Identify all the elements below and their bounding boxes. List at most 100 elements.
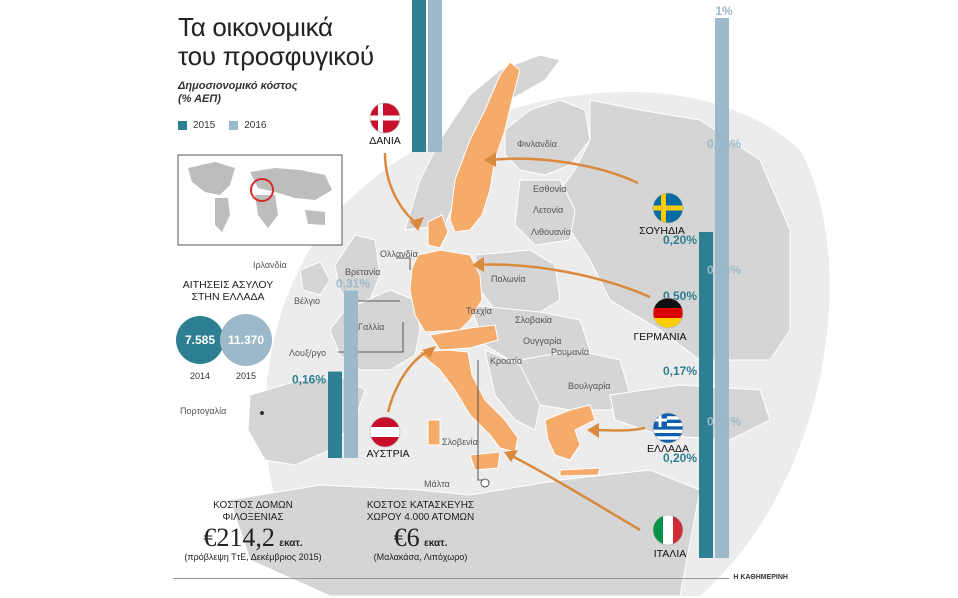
asylum-title-line-2: ΣΤΗΝ ΕΛΛΑΔΑ [191, 291, 265, 303]
bar-group-greece: 0,17% 0,33% ΕΛΛΑΔΑ [647, 263, 741, 455]
housing-cost-block: ΚΟΣΤΟΣ ΔΟΜΩΝ ΦΙΛΟΞΕΝΙΑΣ €214,2 εκατ. (πρ… [168, 500, 338, 563]
asylum-2015-circle [220, 314, 272, 366]
bar-2016-italy [715, 428, 729, 558]
title-line-1: Τα οικονομικά [178, 12, 333, 42]
label-finland: Φινλανδία [517, 139, 557, 149]
asylum-title: ΑΙΤΗΣΕΙΣ ΑΣΥΛΟΥ ΣΤΗΝ ΕΛΛΑΔΑ [178, 279, 278, 303]
bar-2015-greece [699, 363, 713, 455]
bar-2015-austria [328, 371, 342, 458]
place-labels: Φινλανδία Εσθονία Λετονία Λιθουανία Πολω… [180, 139, 610, 489]
bar-2015-denmark [412, 0, 426, 152]
construction-unit: εκατ. [424, 538, 448, 549]
country-name-germany: ΓΕΡΜΑΝΙΑ [633, 331, 686, 343]
page-title: Τα οικονομικά του προσφυγικού [178, 13, 374, 71]
asylum-2015-value: 11.370 [228, 333, 264, 347]
label-estonia: Εσθονία [533, 184, 566, 194]
flag-austria-icon [369, 416, 401, 448]
legend-label-2016: 2016 [244, 120, 267, 131]
value-2015-germany: 0,20% [663, 233, 697, 247]
label-latvia: Λετονία [533, 205, 563, 215]
label-poland: Πολωνία [491, 274, 525, 284]
land-highlight [409, 61, 601, 477]
label-lithuania: Λιθουανία [531, 227, 571, 237]
bottom-rule [173, 578, 785, 579]
housing-amount: €214,2 [203, 523, 275, 552]
asylum-2014-circle [176, 316, 224, 364]
asylum-2014-value: 7.585 [185, 333, 215, 347]
label-portugal: Πορτογαλία [180, 406, 226, 416]
housing-unit: εκατ. [279, 538, 303, 549]
bar-group-denmark: 0,47%0,57%ΔΑΝΙΑ [369, 0, 442, 152]
value-2016-greece: 0,33% [707, 263, 741, 277]
germany-shape [409, 249, 483, 333]
value-2015-italy: 0,20% [663, 451, 697, 465]
flag-greece-icon [652, 412, 684, 444]
bar-group-italy: 0,20% 0,24% ΙΤΑΛΙΑ [652, 414, 741, 560]
flag-italy-icon [652, 514, 684, 546]
label-france: Γαλλία [358, 322, 384, 332]
asylum-title-line-1: ΑΙΤΗΣΕΙΣ ΑΣΥΛΟΥ [182, 279, 274, 291]
bar-2015-italy [699, 450, 713, 558]
label-hungary: Ουγγαρία [523, 336, 561, 346]
legend: 2015 2016 [178, 120, 275, 131]
crete-shape [559, 467, 601, 477]
legend-swatch-2015 [178, 121, 187, 130]
malta-marker [480, 478, 490, 488]
asylum-circles: 7.585 11.370 2014 2015 [176, 314, 272, 381]
flag-denmark-icon [369, 102, 401, 134]
label-bulgaria: Βουλγαρία [568, 381, 610, 391]
sweden-shape [449, 61, 521, 233]
country-name-sweden: ΣΟΥΗΔΙΑ [639, 225, 685, 237]
construction-head-1: ΚΟΣΤΟΣ ΚΑΤΑΣΚΕΥΗΣ [366, 500, 475, 511]
label-uk: Βρετανία [345, 267, 380, 277]
label-ireland: Ιρλανδία [253, 260, 287, 270]
value-2015-austria: 0,16% [292, 373, 326, 387]
label-romania: Ρουμανία [551, 347, 589, 357]
construction-amount: €6 [393, 523, 420, 552]
bar-group-austria: 0,16% 0,31% ΑΥΣΤΡΙΑ [292, 277, 410, 460]
sicily-shape [469, 451, 501, 471]
label-malta: Μάλτα [424, 479, 450, 489]
denmark-shape [427, 214, 449, 249]
label-slovakia: Σλοβακία [515, 315, 552, 325]
construction-note: (Μαλακάσα, Λιπόχωρο) [373, 552, 468, 562]
housing-note: (πρόβλεψη ΤτΕ, Δεκέμβριος 2015) [184, 552, 322, 562]
world-inset [177, 154, 343, 246]
legend-swatch-2016 [229, 121, 239, 130]
housing-head-2: ΦΙΛΟΞΕΝΙΑΣ [222, 512, 284, 523]
label-czech: Τσεχία [466, 306, 492, 316]
country-name-austria: ΑΥΣΤΡΙΑ [366, 448, 409, 460]
europe-highlight-circle [250, 178, 274, 202]
subtitle-line-1: Δημοσιονομικό κόστος [178, 80, 298, 92]
subtitle-line-2: (% ΑΕΠ) [178, 93, 221, 105]
arrowheads [410, 152, 599, 462]
country-name-greece: ΕΛΛΑΔΑ [647, 443, 689, 455]
construction-amount-row: €6 εκατ. [348, 524, 493, 552]
label-croatia: Κροατία [490, 356, 522, 366]
flag-sweden-icon [652, 192, 684, 224]
sardinia-shape [427, 419, 441, 446]
source-credit: Η ΚΑΘΗΜΕΡΙΝΗ [729, 574, 788, 581]
value-2015-greece: 0,17% [663, 364, 697, 378]
construction-cost-block: ΚΟΣΤΟΣ ΚΑΤΑΣΚΕΥΗΣ ΧΩΡΟΥ 4.000 ΑΤΟΜΩΝ €6 … [348, 500, 493, 563]
bar-2016-austria [344, 290, 358, 458]
flag-germany-icon [652, 297, 684, 329]
bar-2015-germany [699, 232, 713, 340]
austria-shape [429, 324, 499, 351]
subtitle: Δημοσιονομικό κόστος (% ΑΕΠ) [178, 80, 298, 106]
country-name-denmark: ΔΑΝΙΑ [369, 135, 401, 147]
bar-groups: 0,47%0,57%ΔΑΝΙΑ0,50%1%ΣΟΥΗΔΙΑ0,20%0,35%Γ… [292, 0, 741, 560]
label-belgium: Βέλγιο [294, 296, 320, 306]
label-slovenia: Σλοβενία [442, 437, 478, 447]
value-2016-sweden: 1% [715, 4, 733, 18]
bar-2016-greece [715, 276, 729, 455]
housing-head-1: ΚΟΣΤΟΣ ΔΟΜΩΝ [213, 500, 293, 511]
label-luxembourg: Λουξ/ργο [289, 348, 326, 358]
title-line-2: του προσφυγικού [178, 41, 374, 71]
callout-lines [338, 257, 485, 481]
value-2016-italy: 0,24% [707, 414, 741, 428]
label-netherlands: Ολλανδία [380, 249, 418, 259]
bar-2016-denmark [428, 0, 442, 152]
land-grey [229, 54, 791, 597]
